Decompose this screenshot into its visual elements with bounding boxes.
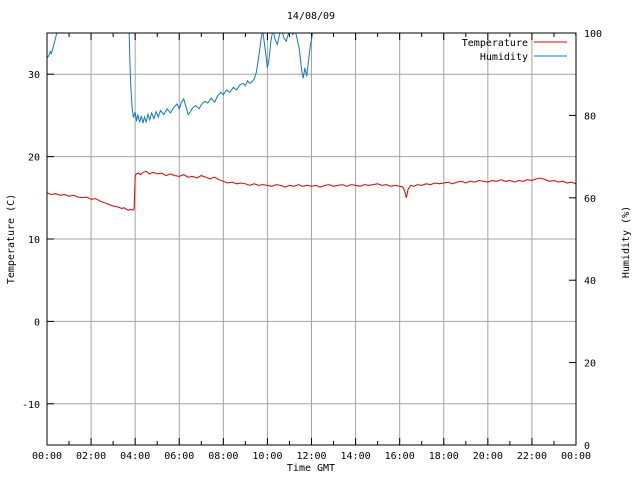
y-left-tick-label: -10: [22, 400, 40, 411]
y-right-tick-label: 60: [584, 194, 596, 205]
x-tick-label: 04:00: [120, 451, 150, 462]
series-layer: [47, 33, 576, 211]
legend: Temperature Humidity: [462, 38, 567, 63]
x-tick-label: 10:00: [252, 451, 282, 462]
x-tick-label: 22:00: [517, 451, 547, 462]
x-tick-label: 00:00: [561, 451, 591, 462]
x-tick-label: 06:00: [164, 451, 194, 462]
axes-layer: 00:00 02:00 04:00 06:00 08:00 10:00 12:00 14:00…: [22, 29, 602, 462]
y-right-tick-label: 0: [584, 441, 590, 452]
x-tick-label: 14:00: [341, 451, 371, 462]
y-left-tick-label: 10: [28, 235, 40, 246]
x-tick-label: 16:00: [385, 451, 415, 462]
chart-title: 14/08/09: [287, 11, 335, 22]
series-line-temperature: [47, 170, 576, 211]
y-axis-label-right: Humidity (%): [621, 206, 632, 278]
legend-label-temperature: Temperature: [462, 38, 528, 49]
x-tick-label: 08:00: [208, 451, 238, 462]
y-left-tick-label: 20: [28, 153, 40, 164]
legend-item-humidity: Humidity: [480, 52, 567, 63]
y-right-tick-label: 20: [584, 359, 596, 370]
y-left-tick-label: 0: [34, 317, 40, 328]
y-left-tick-label: 30: [28, 70, 40, 81]
y-right-tick-label: 40: [584, 276, 596, 287]
x-tick-label: 12:00: [296, 451, 326, 462]
y-right-tick-label: 100: [584, 29, 602, 40]
x-tick-label: 02:00: [76, 451, 106, 462]
grid-layer: [47, 33, 576, 445]
series-line-humidity: [47, 33, 576, 124]
x-tick-label: 18:00: [429, 451, 459, 462]
legend-label-humidity: Humidity: [480, 52, 528, 63]
y-right-tick-label: 80: [584, 111, 596, 122]
x-tick-label: 00:00: [32, 451, 62, 462]
x-tick-label: 20:00: [473, 451, 503, 462]
x-axis-label: Time GMT: [287, 463, 335, 474]
y-axis-label-left: Temperature (C): [6, 194, 17, 284]
plot-border: [46, 32, 577, 446]
legend-item-temperature: Temperature: [462, 38, 567, 49]
